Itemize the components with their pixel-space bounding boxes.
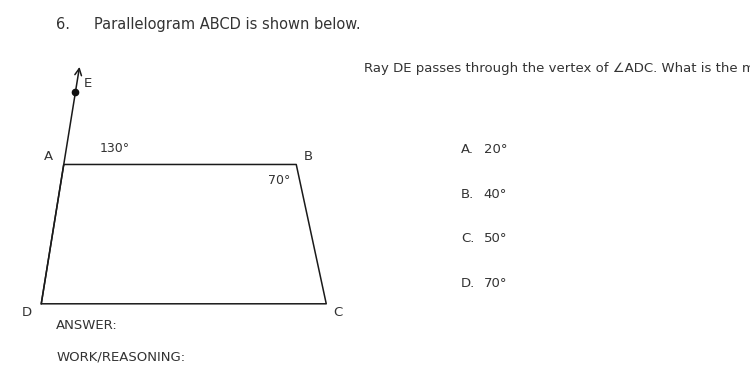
Text: 50°: 50° [484, 232, 507, 245]
Text: 70°: 70° [268, 174, 290, 187]
Text: 20°: 20° [484, 143, 507, 156]
Text: 6.: 6. [56, 17, 70, 33]
Text: A: A [44, 149, 53, 163]
Text: 40°: 40° [484, 188, 507, 201]
Text: B: B [304, 149, 313, 163]
Text: A.: A. [461, 143, 474, 156]
Text: 130°: 130° [100, 142, 130, 155]
Text: ANSWER:: ANSWER: [56, 319, 118, 332]
Text: B.: B. [461, 188, 475, 201]
Text: Ray DE passes through the vertex of ∠ADC. What is the measure of ∠ADE?: Ray DE passes through the vertex of ∠ADC… [364, 62, 750, 75]
Text: WORK/REASONING:: WORK/REASONING: [56, 350, 185, 363]
Text: C.: C. [461, 232, 475, 245]
Text: Parallelogram ABCD is shown below.: Parallelogram ABCD is shown below. [94, 17, 360, 33]
Text: C: C [334, 306, 343, 319]
Text: D: D [22, 306, 32, 319]
Text: 70°: 70° [484, 277, 507, 290]
Text: D.: D. [461, 277, 476, 290]
Text: E: E [84, 77, 92, 90]
